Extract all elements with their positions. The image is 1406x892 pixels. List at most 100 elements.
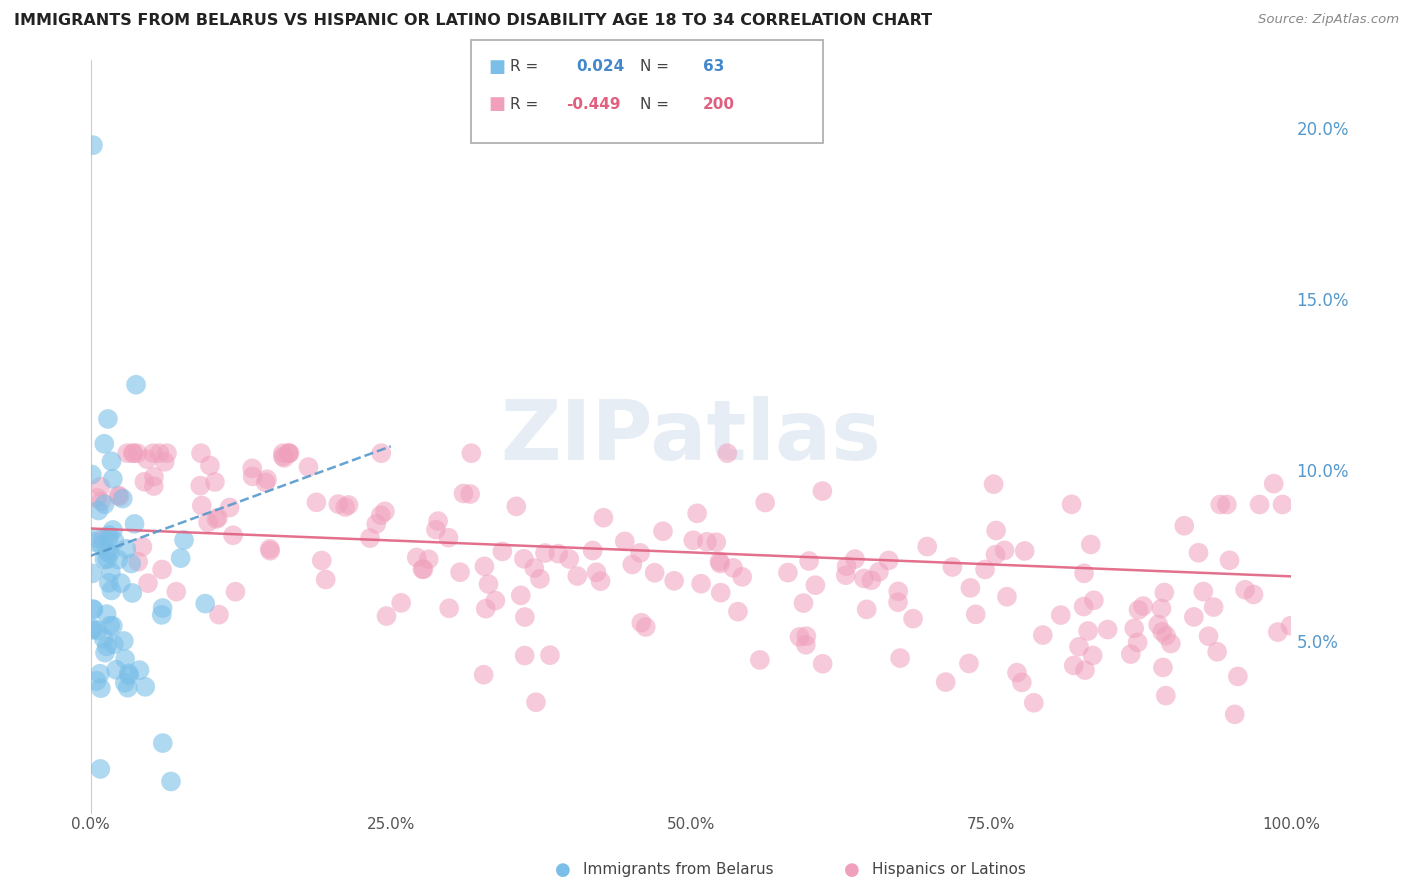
Point	[103, 534, 125, 549]
Point	[152, 736, 174, 750]
Point	[458, 487, 481, 501]
Point	[131, 540, 153, 554]
Point	[127, 555, 149, 569]
Point	[150, 562, 173, 576]
Point	[277, 446, 299, 460]
Point	[122, 446, 145, 460]
Point	[96, 607, 118, 621]
Point	[1014, 544, 1036, 558]
Point	[1187, 546, 1209, 560]
Point	[1126, 635, 1149, 649]
Point	[524, 695, 547, 709]
Point	[418, 552, 440, 566]
Point	[96, 544, 118, 558]
Point	[727, 605, 749, 619]
Point	[112, 634, 135, 648]
Point	[84, 535, 107, 549]
Point	[534, 546, 557, 560]
Point	[628, 546, 651, 560]
Point	[173, 533, 195, 547]
Point	[311, 553, 333, 567]
Text: 63: 63	[703, 60, 724, 74]
Point	[804, 578, 827, 592]
Point	[959, 581, 981, 595]
Point	[1202, 600, 1225, 615]
Point	[538, 648, 561, 663]
Point	[89, 762, 111, 776]
Point	[776, 566, 799, 580]
Point	[1226, 669, 1249, 683]
Point	[935, 675, 957, 690]
Point	[142, 479, 165, 493]
Point	[1271, 498, 1294, 512]
Point	[868, 565, 890, 579]
Point	[100, 454, 122, 468]
Point	[156, 446, 179, 460]
Point	[205, 512, 228, 526]
Point	[585, 566, 607, 580]
Point	[1173, 518, 1195, 533]
Point	[1160, 636, 1182, 650]
Point	[1152, 660, 1174, 674]
Point	[1063, 658, 1085, 673]
Point	[134, 475, 156, 489]
Point	[405, 550, 427, 565]
Point	[754, 495, 776, 509]
Point	[83, 602, 105, 616]
Point	[1154, 629, 1177, 643]
Point	[115, 541, 138, 556]
Point	[887, 595, 910, 609]
Point	[797, 554, 820, 568]
Point	[96, 552, 118, 566]
Point	[1073, 599, 1095, 614]
Point	[696, 534, 718, 549]
Point	[208, 607, 231, 622]
Point	[93, 437, 115, 451]
Point	[995, 590, 1018, 604]
Point	[877, 553, 900, 567]
Point	[198, 458, 221, 473]
Point	[1206, 645, 1229, 659]
Point	[194, 597, 217, 611]
Point	[160, 774, 183, 789]
Point	[242, 469, 264, 483]
Point	[1223, 707, 1246, 722]
Point	[1032, 628, 1054, 642]
Text: N =: N =	[640, 60, 669, 74]
Text: ●: ●	[844, 861, 859, 879]
Point	[89, 480, 111, 494]
Point	[796, 629, 818, 643]
Point	[582, 543, 605, 558]
Point	[98, 618, 121, 632]
Point	[941, 560, 963, 574]
Point	[100, 565, 122, 579]
Point	[547, 547, 569, 561]
Point	[1132, 599, 1154, 613]
Point	[165, 584, 187, 599]
Point	[80, 467, 103, 482]
Point	[710, 585, 733, 599]
Point	[204, 475, 226, 489]
Point	[273, 450, 295, 465]
Point	[567, 569, 589, 583]
Point	[1267, 625, 1289, 640]
Point	[1152, 624, 1174, 639]
Point	[143, 469, 166, 483]
Point	[297, 460, 319, 475]
Point	[101, 523, 124, 537]
Point	[271, 450, 294, 464]
Point	[197, 516, 219, 530]
Point	[1182, 610, 1205, 624]
Point	[1128, 603, 1150, 617]
Point	[100, 583, 122, 598]
Point	[190, 446, 212, 460]
Point	[690, 576, 713, 591]
Point	[1209, 498, 1232, 512]
Point	[82, 138, 104, 153]
Point	[256, 472, 278, 486]
Point	[254, 475, 277, 490]
Point	[509, 588, 531, 602]
Point	[150, 607, 173, 622]
Point	[523, 561, 546, 575]
Point	[662, 574, 685, 588]
